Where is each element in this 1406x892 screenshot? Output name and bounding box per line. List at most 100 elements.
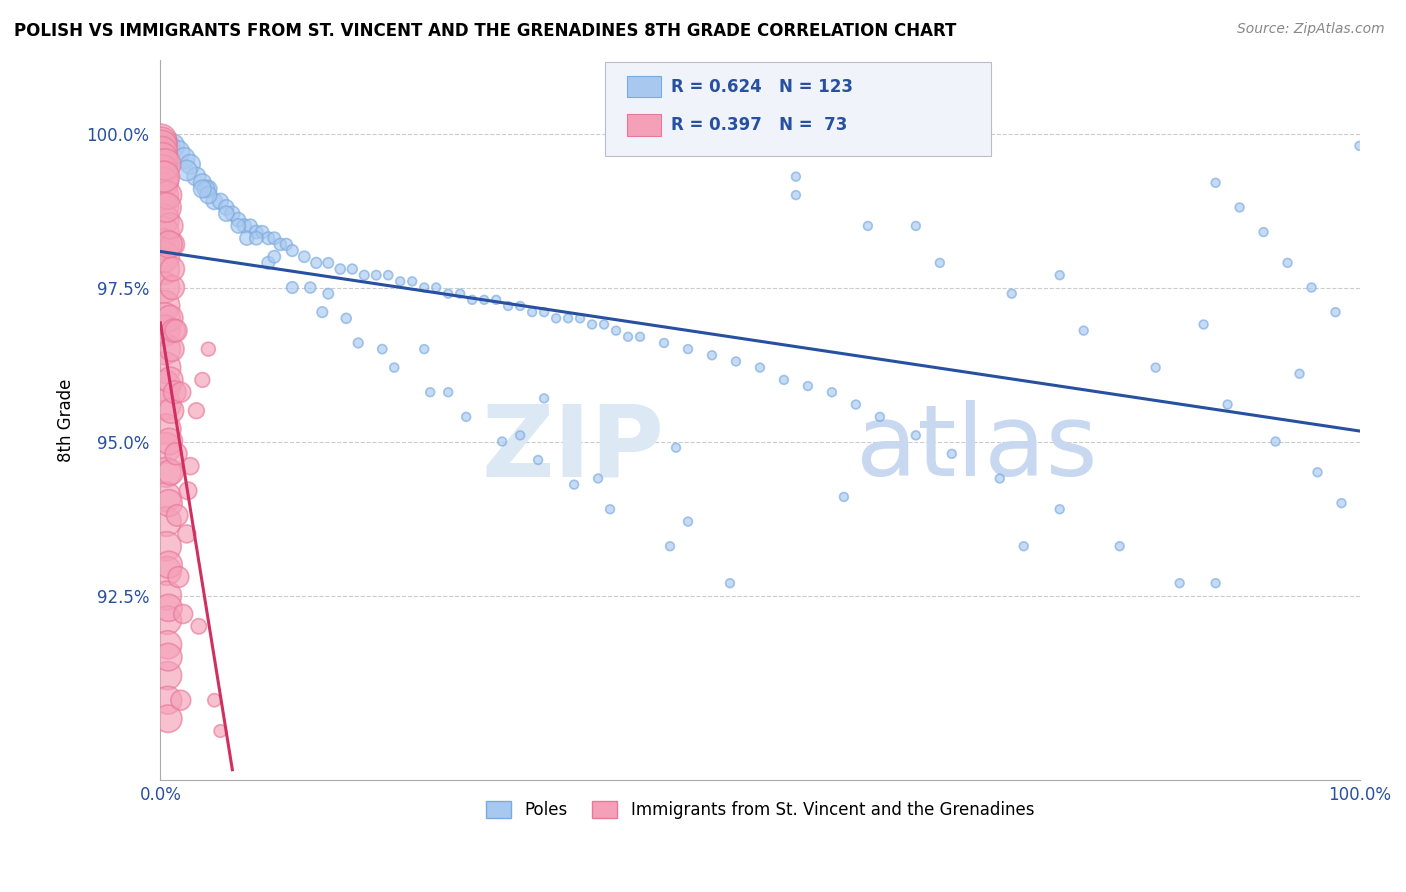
Point	[153, 360, 176, 375]
Y-axis label: 8th Grade: 8th Grade	[58, 378, 75, 462]
Point	[252, 225, 274, 239]
Point	[1205, 176, 1227, 190]
Point	[533, 392, 555, 406]
Point	[281, 244, 304, 258]
Point	[153, 299, 176, 313]
Point	[496, 299, 519, 313]
Point	[152, 225, 174, 239]
Point	[245, 231, 267, 245]
Point	[1012, 539, 1035, 553]
Point	[153, 342, 176, 356]
Point	[437, 385, 460, 400]
Point	[1306, 465, 1329, 479]
Point	[988, 471, 1011, 485]
Point	[228, 212, 250, 227]
Point	[329, 262, 352, 277]
Point	[342, 262, 364, 277]
Point	[155, 490, 177, 504]
Point	[191, 176, 214, 190]
Point	[152, 201, 174, 215]
Point	[187, 619, 209, 633]
Point	[586, 471, 609, 485]
Point	[235, 231, 257, 245]
Point	[157, 434, 180, 449]
Point	[1264, 434, 1286, 449]
Point	[177, 483, 200, 498]
Point	[153, 324, 176, 338]
Point	[472, 293, 495, 307]
Point	[263, 250, 285, 264]
Point	[186, 403, 208, 417]
Point	[1348, 138, 1371, 153]
Point	[628, 330, 651, 344]
Point	[527, 453, 550, 467]
Point	[156, 638, 179, 652]
Point	[1330, 496, 1353, 510]
Point	[419, 385, 441, 400]
Point	[156, 564, 179, 578]
Point	[904, 428, 927, 442]
Point	[845, 398, 868, 412]
Point	[401, 274, 423, 288]
Point	[1216, 398, 1239, 412]
Point	[159, 219, 181, 233]
Point	[176, 527, 198, 541]
Point	[1108, 539, 1130, 553]
Text: atlas: atlas	[856, 401, 1098, 497]
Point	[162, 262, 184, 277]
Point	[676, 515, 699, 529]
Point	[700, 348, 723, 362]
Point	[152, 176, 174, 190]
Point	[856, 219, 879, 233]
Point	[305, 256, 328, 270]
Point	[162, 280, 184, 294]
Point	[605, 324, 627, 338]
Point	[491, 434, 513, 449]
Point	[335, 311, 357, 326]
Point	[1144, 360, 1167, 375]
Point	[215, 206, 238, 220]
Point	[413, 280, 436, 294]
Point	[1192, 318, 1215, 332]
Point	[165, 447, 187, 461]
Point	[170, 693, 193, 707]
Point	[221, 206, 243, 220]
Point	[581, 318, 603, 332]
Point	[156, 539, 179, 553]
Point	[155, 201, 177, 215]
Point	[1049, 502, 1071, 516]
Point	[533, 305, 555, 319]
Point	[191, 373, 214, 387]
Point	[173, 151, 195, 165]
Point	[194, 182, 217, 196]
Point	[941, 447, 963, 461]
Point	[928, 256, 950, 270]
Point	[157, 496, 180, 510]
Legend: Poles, Immigrants from St. Vincent and the Grenadines: Poles, Immigrants from St. Vincent and t…	[479, 795, 1040, 826]
Point	[1001, 286, 1024, 301]
Point	[257, 256, 280, 270]
Point	[157, 237, 180, 252]
Point	[263, 231, 285, 245]
Point	[159, 373, 181, 387]
Point	[557, 311, 579, 326]
Point	[724, 354, 747, 368]
Point	[170, 385, 193, 400]
Point	[155, 422, 177, 436]
Point	[150, 145, 173, 159]
Point	[718, 576, 741, 591]
Point	[1253, 225, 1275, 239]
Point	[413, 342, 436, 356]
Point	[156, 693, 179, 707]
Point	[773, 373, 796, 387]
Point	[150, 138, 173, 153]
Point	[160, 342, 183, 356]
Point	[153, 280, 176, 294]
Point	[1324, 305, 1347, 319]
Point	[311, 305, 333, 319]
Point	[1229, 201, 1251, 215]
Point	[599, 502, 621, 516]
Point	[162, 324, 184, 338]
Point	[156, 188, 179, 202]
Point	[353, 268, 375, 283]
